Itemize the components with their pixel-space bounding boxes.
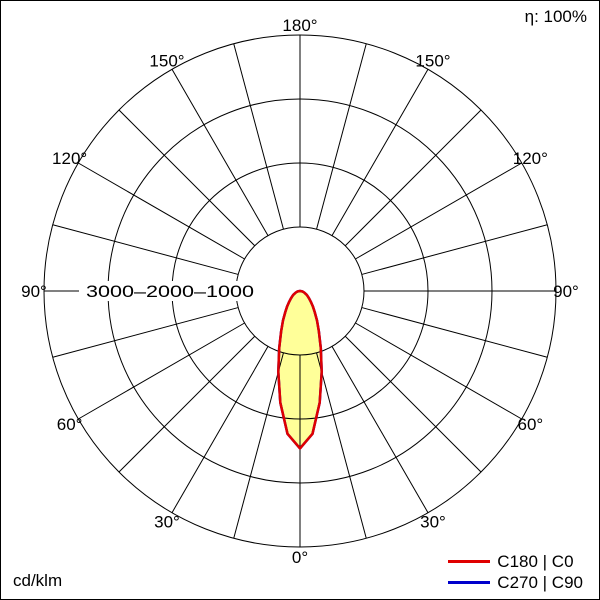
angle-label: 150° [149, 52, 184, 71]
grid-line [118, 335, 256, 473]
units-label: cd/klm [13, 571, 63, 590]
grid-line [344, 109, 482, 247]
grid-line [78, 162, 245, 260]
legend-label-c0: C180 | C0 [497, 551, 574, 571]
grid-line [52, 307, 239, 358]
grid-line [171, 346, 269, 513]
grid-line [331, 69, 429, 236]
legend: C180 | C0 C270 | C90 [448, 551, 583, 593]
legend-item-c0: C180 | C0 [448, 551, 583, 572]
angle-label: 150° [415, 52, 450, 71]
beam-curve-c180-c0 [277, 289, 323, 450]
angle-label: 120° [52, 149, 87, 168]
angle-label: 180° [282, 16, 317, 35]
legend-label-c90: C270 | C90 [497, 572, 583, 592]
grid-line [361, 307, 548, 358]
grid-line [316, 43, 367, 230]
angle-label: 90° [553, 282, 579, 301]
grid-line [233, 352, 284, 539]
grid-line [344, 335, 482, 473]
grid-line [331, 346, 429, 513]
legend-item-c90: C270 | C90 [448, 572, 583, 593]
grid-line [171, 69, 269, 236]
grid-line [78, 322, 245, 420]
angle-label: 0° [292, 548, 308, 567]
angle-label: 30° [420, 512, 446, 531]
grid-line [355, 162, 522, 260]
angle-label: 120° [513, 149, 548, 168]
legend-line-c0 [448, 560, 491, 563]
grid-line [355, 322, 522, 420]
angle-label: 60° [57, 415, 83, 434]
grid-line [52, 224, 239, 275]
efficiency-label: η: 100% [524, 7, 587, 26]
angle-label: 30° [154, 512, 180, 531]
grid-line [118, 109, 256, 247]
angle-label: 90° [21, 282, 47, 301]
grid-line [361, 224, 548, 275]
tick-label-bg [79, 281, 257, 301]
angle-label: 60° [518, 415, 544, 434]
legend-line-c90 [448, 581, 491, 584]
radial-tick-labels: 3000–2000–1000 [86, 282, 254, 301]
grid-line [316, 352, 367, 539]
grid-line [233, 43, 284, 230]
